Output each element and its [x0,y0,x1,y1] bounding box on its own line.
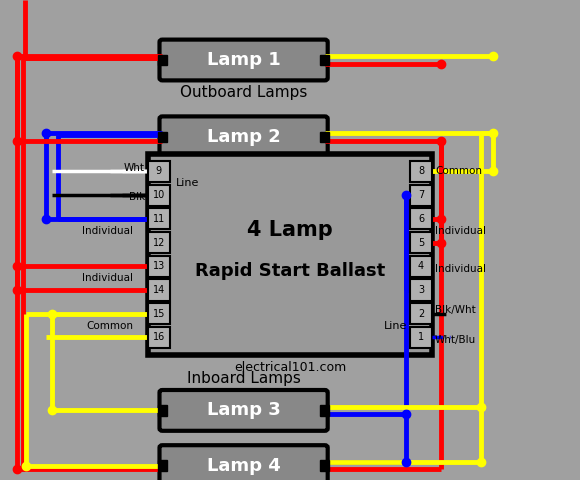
Text: 4 Lamp: 4 Lamp [247,220,333,240]
Text: 4: 4 [418,261,424,271]
Bar [148,161,170,182]
FancyBboxPatch shape [160,117,328,157]
Text: Lamp 2: Lamp 2 [206,128,281,146]
Text: 7: 7 [418,190,424,200]
Bar [158,460,167,471]
Text: Individual: Individual [435,226,486,236]
Text: 1: 1 [418,333,424,342]
Text: Line: Line [176,178,199,188]
Bar [410,256,432,277]
Bar [321,55,329,65]
Text: 9: 9 [156,167,162,176]
Bar [410,303,432,324]
Text: Blk/Wht: Blk/Wht [435,305,476,315]
Text: Rapid Start Ballast: Rapid Start Ballast [195,262,385,279]
Text: 3: 3 [418,285,424,295]
Bar [148,184,170,205]
Bar [410,279,432,300]
Text: Common: Common [435,167,482,176]
Text: Line: Line [384,321,407,331]
Bar [321,132,329,142]
Bar [148,208,170,229]
FancyBboxPatch shape [160,40,328,80]
Bar [410,327,432,348]
Bar [158,405,167,416]
Text: 16: 16 [153,333,165,342]
Text: 12: 12 [153,238,165,248]
Text: 2: 2 [418,309,424,319]
Text: electrical101.com: electrical101.com [234,360,346,374]
Text: Individual: Individual [82,273,133,283]
Text: Individual: Individual [435,264,486,274]
Bar [321,460,329,471]
Text: 8: 8 [418,167,424,176]
FancyBboxPatch shape [160,390,328,431]
Bar [148,279,170,300]
Bar [148,256,170,277]
FancyBboxPatch shape [160,445,328,480]
Text: 13: 13 [153,261,165,271]
Text: Lamp 4: Lamp 4 [206,456,281,475]
Bar [410,232,432,253]
Bar [410,161,432,182]
Bar [148,232,170,253]
Text: 11: 11 [153,214,165,224]
Text: Common: Common [86,321,133,331]
Text: Individual: Individual [82,226,133,236]
Text: Blk: Blk [129,192,145,203]
Bar [148,154,432,355]
Text: Wht/Blu: Wht/Blu [435,335,476,345]
Text: Inboard Lamps: Inboard Lamps [187,371,300,385]
Text: 15: 15 [153,309,165,319]
Text: Outboard Lamps: Outboard Lamps [180,85,307,100]
Bar [321,405,329,416]
Text: Wht: Wht [124,163,145,172]
Text: 14: 14 [153,285,165,295]
Bar [410,184,432,205]
Bar [148,327,170,348]
Bar [158,55,167,65]
Text: 6: 6 [418,214,424,224]
Text: Lamp 1: Lamp 1 [206,51,281,69]
Bar [410,208,432,229]
Bar [148,303,170,324]
Bar [158,132,167,142]
Text: 5: 5 [418,238,424,248]
Text: Lamp 3: Lamp 3 [206,401,281,420]
Text: 10: 10 [153,190,165,200]
